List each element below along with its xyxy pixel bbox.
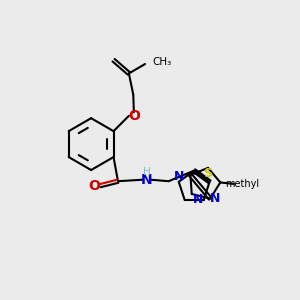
Text: N: N bbox=[193, 194, 204, 206]
Text: O: O bbox=[88, 178, 100, 193]
Text: CH₃: CH₃ bbox=[152, 57, 172, 67]
Text: N: N bbox=[141, 173, 152, 187]
Text: methyl: methyl bbox=[225, 179, 260, 189]
Text: N: N bbox=[174, 170, 184, 183]
Text: O: O bbox=[128, 109, 140, 123]
Text: H: H bbox=[143, 167, 150, 177]
Text: S: S bbox=[204, 167, 213, 180]
Text: N: N bbox=[210, 192, 221, 205]
